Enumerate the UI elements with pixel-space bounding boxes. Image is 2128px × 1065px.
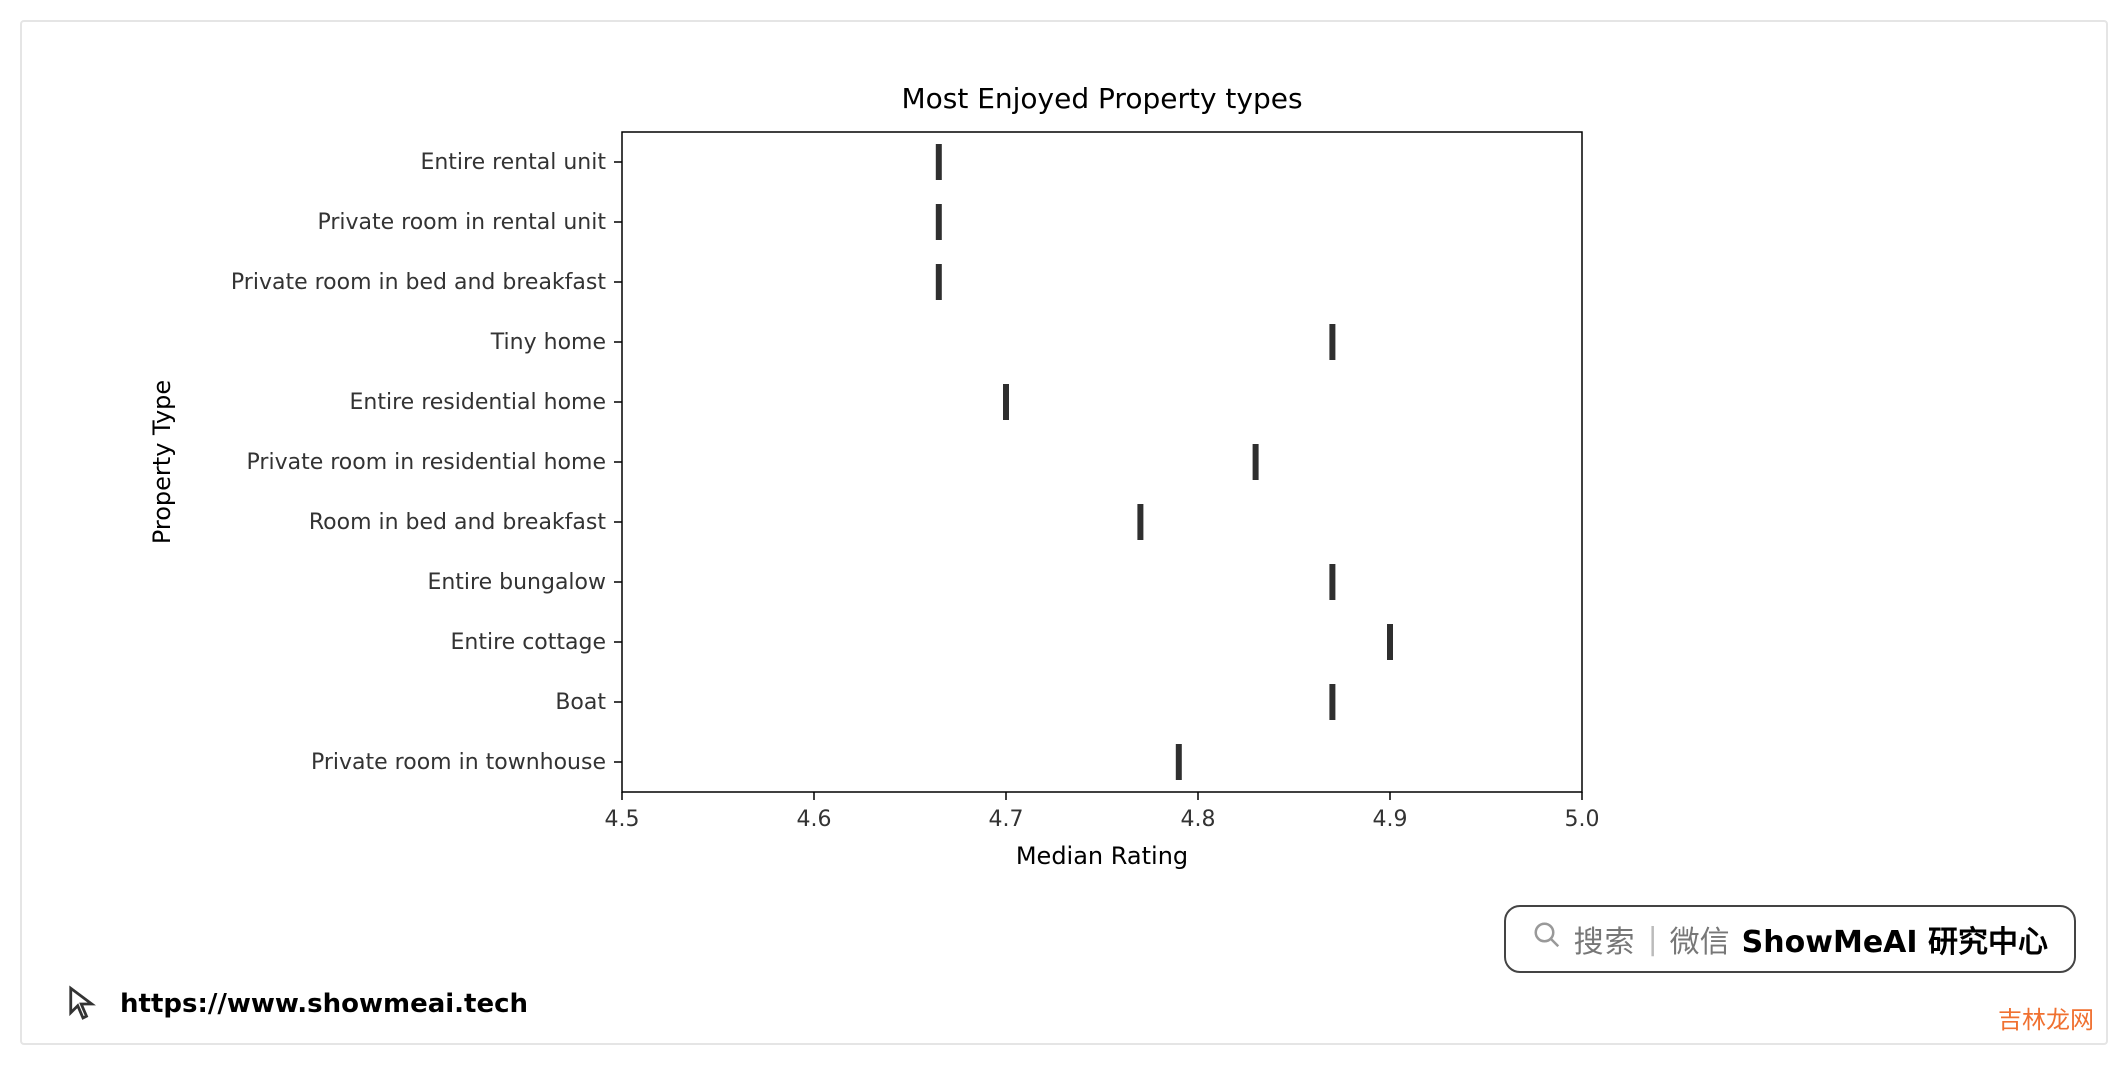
corner-watermark: 吉林龙网 — [1998, 1000, 2094, 1035]
footer-url: https://www.showmeai.tech — [120, 989, 528, 1019]
y-tick-label: Entire cottage — [451, 630, 606, 655]
y-tick-label: Entire rental unit — [420, 150, 606, 175]
image-frame: Most Enjoyed Property types 4.5 4.6 4.7 4.8 4… — [20, 20, 2108, 1045]
footer: https://www.showmeai.tech — [62, 983, 528, 1025]
chart-container: Most Enjoyed Property types 4.5 4.6 4.7 4.8 4… — [122, 62, 1902, 932]
badge-separator: | — [1648, 922, 1658, 957]
x-tick-label: 4.7 — [989, 807, 1024, 832]
y-tick-label: Private room in townhouse — [311, 750, 606, 775]
x-tick-label: 4.6 — [797, 807, 832, 832]
x-axis-label: Median Rating — [1016, 842, 1188, 870]
y-tick-label: Private room in rental unit — [317, 210, 606, 235]
badge-brand: ShowMeAI 研究中心 — [1742, 917, 2048, 961]
cursor-icon — [62, 983, 104, 1025]
search-icon — [1532, 920, 1562, 958]
x-tick-label: 4.5 — [605, 807, 640, 832]
y-tick-label: Private room in residential home — [247, 450, 606, 475]
chart-title: Most Enjoyed Property types — [901, 82, 1302, 115]
y-tick-label: Boat — [555, 690, 606, 715]
y-tick-label: Entire residential home — [350, 390, 606, 415]
y-tick-label: Entire bungalow — [427, 570, 606, 595]
y-tick-label: Tiny home — [490, 330, 606, 355]
y-tick-label: Room in bed and breakfast — [309, 510, 607, 535]
badge-wechat-label: 微信 — [1670, 917, 1730, 961]
x-tick-label: 4.8 — [1181, 807, 1216, 832]
badge-search-label: 搜索 — [1574, 917, 1636, 961]
x-tick-label: 5.0 — [1565, 807, 1600, 832]
y-axis-label: Property Type — [148, 380, 176, 544]
x-tick-label: 4.9 — [1373, 807, 1408, 832]
chart-svg: Most Enjoyed Property types 4.5 4.6 4.7 4.8 4… — [122, 62, 1902, 932]
y-tick-label: Private room in bed and breakfast — [231, 270, 606, 295]
brand-badge: 搜索 | 微信 ShowMeAI 研究中心 — [1504, 905, 2076, 973]
